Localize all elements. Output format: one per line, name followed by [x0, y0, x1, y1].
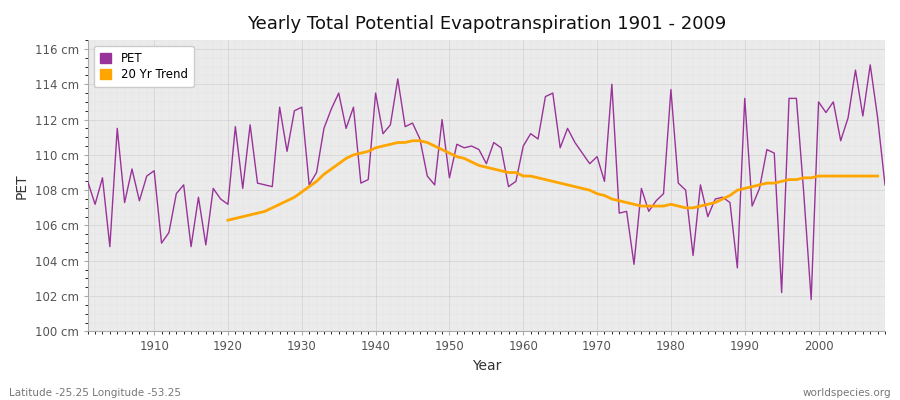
20 Yr Trend [356, 151, 366, 156]
PET [348, 105, 359, 110]
Y-axis label: PET: PET [15, 173, 29, 198]
20 Yr Trend [562, 182, 573, 187]
20 Yr Trend [806, 176, 816, 180]
PET [865, 62, 876, 67]
PET [510, 179, 521, 184]
PET [806, 297, 816, 302]
Line: 20 Yr Trend: 20 Yr Trend [228, 141, 878, 220]
X-axis label: Year: Year [472, 359, 501, 373]
PET [607, 82, 617, 87]
PET [304, 182, 315, 187]
Legend: PET, 20 Yr Trend: PET, 20 Yr Trend [94, 46, 194, 87]
20 Yr Trend [222, 218, 233, 222]
20 Yr Trend [304, 184, 315, 189]
PET [518, 144, 528, 148]
20 Yr Trend [289, 195, 300, 200]
PET [82, 179, 93, 184]
Text: worldspecies.org: worldspecies.org [803, 388, 891, 398]
20 Yr Trend [481, 165, 491, 170]
20 Yr Trend [407, 138, 418, 143]
Line: PET: PET [87, 65, 885, 300]
Text: Latitude -25.25 Longitude -53.25: Latitude -25.25 Longitude -53.25 [9, 388, 181, 398]
Title: Yearly Total Potential Evapotranspiration 1901 - 2009: Yearly Total Potential Evapotranspiratio… [247, 15, 726, 33]
PET [879, 182, 890, 187]
20 Yr Trend [872, 174, 883, 178]
PET [141, 174, 152, 178]
